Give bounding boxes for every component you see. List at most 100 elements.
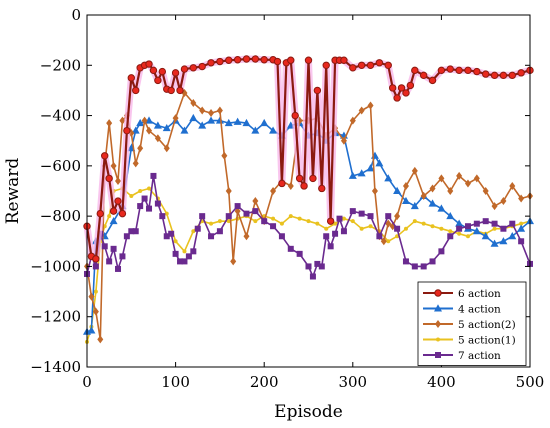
series-0-point-21: [176, 86, 184, 95]
legend-item-1: 4 action: [423, 304, 501, 316]
series-2-point-1: [88, 292, 95, 301]
series-2-point-32: [287, 181, 294, 190]
series-2-point-13: [141, 116, 148, 125]
series-1-point-10: [153, 121, 162, 129]
series-2-point-47: [394, 212, 401, 221]
series-0-point-30: [251, 55, 260, 63]
x-tick-label-3: 300: [338, 373, 367, 391]
series-4-point-55: [420, 263, 427, 270]
series-4-point-27: [208, 233, 215, 240]
series-3-point-27: [297, 216, 302, 221]
series-2-point-48: [402, 181, 409, 190]
series-0-point-44: [322, 61, 330, 69]
series-0-point-15: [149, 66, 158, 75]
series-2-point-45: [385, 219, 392, 228]
series-0-point-49: [349, 64, 357, 72]
series-4-point-61: [473, 220, 480, 227]
series-0-point-34: [278, 179, 286, 188]
series-3-point-37: [386, 239, 391, 244]
legend-label-1: 4 action: [458, 304, 501, 316]
series-4-point-10: [128, 228, 135, 235]
series-0-point-41: [309, 174, 317, 183]
series-0-point-22: [180, 65, 189, 73]
legend-marker-1: [434, 304, 442, 312]
legend-item-3: 5 action(1): [423, 335, 516, 347]
series-4-point-40: [314, 260, 321, 267]
series-2-point-17: [172, 114, 179, 123]
series-4-point-39: [309, 273, 316, 280]
legend-marker-4: [435, 352, 441, 358]
series-1-point-7: [131, 126, 140, 134]
series-2-point-26: [234, 207, 241, 216]
series-1-point-19: [233, 117, 242, 125]
series-2-point-59: [500, 197, 507, 206]
legend-item-2: 5 action(2): [423, 319, 516, 331]
series-0-point-52: [375, 59, 384, 67]
legend-marker-3: [436, 337, 440, 342]
series-0-point-23: [189, 64, 198, 72]
series-4-point-13: [141, 195, 148, 202]
series-0-point-29: [242, 55, 251, 63]
series-3-point-28: [306, 219, 311, 224]
series-3-point-30: [324, 226, 329, 231]
series-2-point-50: [420, 192, 427, 201]
series-0-point-26: [216, 57, 224, 66]
series-3-point-44: [448, 229, 453, 234]
series-0-point-54: [388, 84, 397, 92]
legend-item-0: 6 action: [423, 288, 501, 300]
series-0-point-2: [92, 255, 100, 263]
series-0-point-53: [384, 61, 392, 69]
x-axis-label: Episode: [274, 402, 343, 422]
y-tick-label-3: −600: [40, 157, 81, 175]
series-4-point-51: [385, 213, 392, 220]
series-4-point-49: [367, 213, 374, 220]
series-0-point-61: [428, 76, 437, 85]
series-1-point-22: [260, 118, 269, 127]
x-tick-label-5: 500: [516, 373, 545, 391]
legend-label-4: 7 action: [458, 350, 501, 362]
series-4-point-2: [92, 263, 99, 270]
series-4-point-63: [491, 220, 498, 227]
series-2-point-57: [482, 187, 489, 195]
legend-marker-2: [435, 320, 441, 328]
series-1-point-37: [384, 174, 393, 182]
series-1-point-40: [410, 201, 419, 210]
series-2-point-58: [491, 202, 498, 211]
series-0-point-65: [464, 66, 472, 75]
legend-label-3: 5 action(1): [458, 335, 516, 347]
y-tick-label-6: −1200: [30, 308, 81, 326]
series-2-point-51: [429, 184, 436, 193]
series-4-point-30: [234, 203, 241, 210]
series-0-point-59: [411, 66, 419, 75]
series-4-point-20: [172, 250, 179, 257]
series-0-point-45: [326, 217, 335, 225]
series-2-point-11: [132, 159, 139, 168]
series-3-point-13: [173, 239, 178, 244]
series-0-point-67: [482, 70, 490, 78]
series-4-point-6: [110, 245, 117, 252]
series-1-point-49: [490, 239, 499, 247]
series-1-point-11: [162, 123, 171, 132]
series-4-point-23: [185, 253, 192, 260]
series-0-point-24: [198, 62, 206, 71]
series-3-point-25: [279, 221, 284, 226]
series-2-point-21: [208, 109, 215, 118]
series-2-point-44: [380, 237, 387, 246]
legend-label-2: 5 action(2): [458, 319, 516, 331]
series-4-point-8: [119, 253, 126, 260]
series-4-point-57: [438, 248, 445, 255]
series-1-point-21: [251, 126, 260, 134]
series-3-point-33: [350, 219, 355, 224]
series-4-point-50: [376, 233, 383, 240]
series-3-point-49: [492, 226, 497, 231]
series-1-point-4: [109, 216, 118, 225]
y-tick-label-5: −1000: [30, 257, 81, 275]
series-1-point-34: [366, 164, 375, 172]
series-3-point-35: [368, 224, 373, 229]
series-4-point-24: [190, 248, 197, 255]
series-0-point-28: [233, 56, 242, 64]
series-4-point-52: [394, 225, 401, 232]
series-0-point-5: [105, 174, 113, 183]
series-3: [85, 186, 532, 344]
series-3-point-40: [412, 219, 417, 224]
